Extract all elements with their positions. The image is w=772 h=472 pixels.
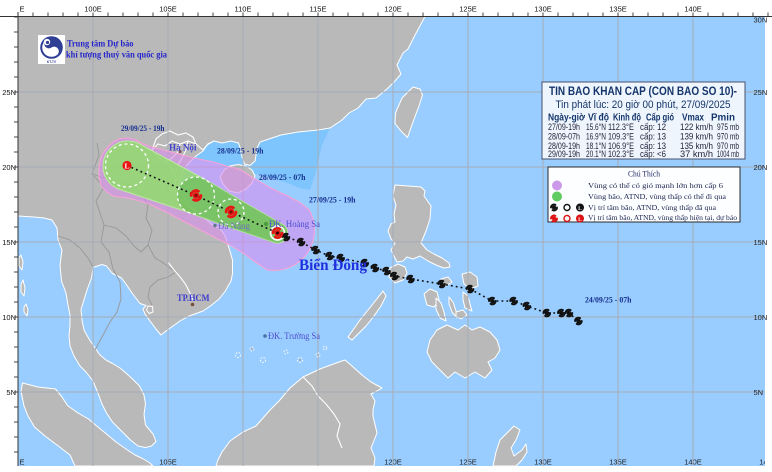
svg-text:20.1°N: 20.1°N xyxy=(586,149,606,160)
svg-text:TIN BAO KHAN CAP (CON BAO SO 1: TIN BAO KHAN CAP (CON BAO SO 10)- xyxy=(549,86,737,98)
svg-text:5N: 5N xyxy=(754,388,764,397)
svg-text:L: L xyxy=(124,162,129,171)
svg-text:Pmin: Pmin xyxy=(711,113,735,124)
svg-text:15N: 15N xyxy=(754,238,768,247)
svg-text:15N: 15N xyxy=(2,238,16,247)
svg-text:140E: 140E xyxy=(684,5,702,14)
svg-text:Chú Thích: Chú Thích xyxy=(628,169,661,179)
svg-text:KT-TV: KT-TV xyxy=(47,60,57,64)
svg-text:28/09-07h: 28/09-07h xyxy=(548,132,580,143)
svg-text:Vĩ độ: Vĩ độ xyxy=(588,113,609,124)
svg-text:122 km/h: 122 km/h xyxy=(680,122,713,133)
svg-text:Hà Nội: Hà Nội xyxy=(169,144,197,154)
svg-text:970 mb: 970 mb xyxy=(717,141,739,152)
svg-text:25N: 25N xyxy=(2,88,16,97)
svg-text:15.6°N: 15.6°N xyxy=(586,122,606,133)
svg-text:18.1°N: 18.1°N xyxy=(586,141,606,152)
svg-text:Vùng có thể có gió mạnh lớn hơ: Vùng có thể có gió mạnh lớn hơn cấp 6 xyxy=(588,181,723,190)
svg-text:29/09/25 - 19h: 29/09/25 - 19h xyxy=(121,123,165,133)
svg-text:20N: 20N xyxy=(2,163,16,172)
svg-text:135 km/h: 135 km/h xyxy=(680,141,713,152)
svg-text:ĐK. Trường Sa: ĐK. Trường Sa xyxy=(268,331,320,341)
svg-text:139 km/h: 139 km/h xyxy=(680,132,713,143)
svg-text:Tin phát lúc: 20 giờ 00 phút,: Tin phát lúc: 20 giờ 00 phút, 27/09/2025 xyxy=(556,99,731,111)
svg-text:106.9°E: 106.9°E xyxy=(608,141,634,152)
svg-text:37 km/h: 37 km/h xyxy=(680,149,713,160)
svg-text:130E: 130E xyxy=(534,5,552,14)
svg-text:Đà Nẵng: Đà Nẵng xyxy=(218,221,250,231)
svg-text:L: L xyxy=(578,217,582,223)
svg-text:970 mb: 970 mb xyxy=(717,132,739,143)
svg-text:E: E xyxy=(20,458,25,467)
svg-text:Cấp gió: Cấp gió xyxy=(646,112,674,124)
svg-text:112.3°E: 112.3°E xyxy=(608,122,634,133)
svg-text:Kinh độ: Kinh độ xyxy=(613,113,641,124)
svg-text:109.3°E: 109.3°E xyxy=(608,132,634,143)
svg-text:120E: 120E xyxy=(384,5,402,14)
svg-text:28/09-19h: 28/09-19h xyxy=(548,141,580,152)
svg-text:5N: 5N xyxy=(6,388,16,397)
svg-text:16.9°N: 16.9°N xyxy=(586,132,606,143)
svg-text:Vmax: Vmax xyxy=(682,113,704,124)
svg-text:Vị trí tâm bão, ATND, vùng thấ: Vị trí tâm bão, ATND, vùng thấp hiện tại… xyxy=(588,213,737,222)
svg-text:L: L xyxy=(578,206,582,212)
svg-text:10N: 10N xyxy=(2,313,16,322)
svg-text:Trung tâm Dự báo: Trung tâm Dự báo xyxy=(67,40,134,50)
svg-text:27/09-19h: 27/09-19h xyxy=(548,122,580,133)
svg-text:khí tượng thuỷ văn quốc gia: khí tượng thuỷ văn quốc gia xyxy=(66,50,167,61)
svg-text:E: E xyxy=(20,5,25,14)
svg-text:TP.HCM: TP.HCM xyxy=(177,293,210,303)
svg-text:20N: 20N xyxy=(754,163,768,172)
svg-text:Biển Đông: Biển Đông xyxy=(299,257,367,274)
svg-text:135E: 135E xyxy=(609,5,627,14)
svg-text:110E: 110E xyxy=(235,5,252,14)
svg-text:Ngày-giờ: Ngày-giờ xyxy=(548,113,586,124)
svg-text:25N: 25N xyxy=(754,88,768,97)
svg-text:Vị trí tâm bão, ATND, vùng thấ: Vị trí tâm bão, ATND, vùng thấp đã qua xyxy=(588,203,717,212)
svg-text:27/09/25 - 19h: 27/09/25 - 19h xyxy=(309,195,356,205)
svg-text:29/09-19h: 29/09-19h xyxy=(548,149,580,160)
svg-text:28/09/25 - 19h: 28/09/25 - 19h xyxy=(217,146,264,156)
svg-text:105E: 105E xyxy=(159,5,177,14)
svg-text:cấp: <6: cấp: <6 xyxy=(640,149,666,160)
svg-text:1004 mb: 1004 mb xyxy=(717,149,739,160)
svg-text:cấp: 13: cấp: 13 xyxy=(640,132,666,143)
svg-text:24/09/25 - 07h: 24/09/25 - 07h xyxy=(585,295,632,305)
svg-text:115E: 115E xyxy=(310,5,327,14)
svg-text:cấp: 13: cấp: 13 xyxy=(640,141,666,152)
svg-text:cấp: 12: cấp: 12 xyxy=(640,122,666,133)
svg-text:125E: 125E xyxy=(459,5,477,14)
svg-text:10N: 10N xyxy=(754,313,768,322)
svg-text:102.3°E: 102.3°E xyxy=(608,149,634,160)
svg-text:28/09/25 - 07h: 28/09/25 - 07h xyxy=(259,172,306,182)
svg-text:ĐK. Hoàng Sa: ĐK. Hoàng Sa xyxy=(269,219,320,229)
svg-text:975 mb: 975 mb xyxy=(717,122,739,133)
svg-text:30N: 30N xyxy=(754,16,768,25)
svg-text:Vùng bão, ATND, vùng thấp có t: Vùng bão, ATND, vùng thấp có thể đi qua xyxy=(588,192,727,201)
svg-text:145E: 145E xyxy=(759,458,772,467)
svg-text:100E: 100E xyxy=(84,5,102,14)
